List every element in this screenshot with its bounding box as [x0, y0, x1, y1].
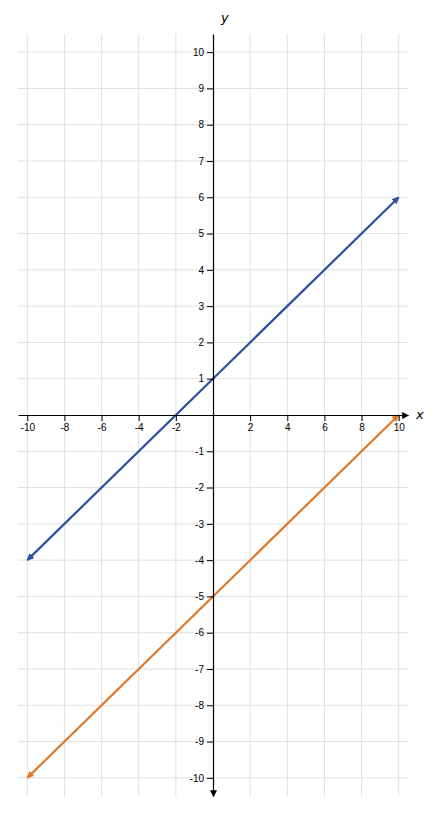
y-tick-label: -5: [195, 591, 204, 602]
x-tick: 6: [322, 415, 328, 433]
y-tick-mark: [207, 379, 213, 380]
plot: -10 -8 -6 -4 -2 2 4 6 8 10 -10 -9 -8 -7 -6 -5 -4 -3 -2 -1 1 2…: [18, 10, 424, 797]
x-axis-title: x: [415, 407, 424, 422]
chart: -10 -8 -6 -4 -2 2 4 6 8 10 -10 -9 -8 -7 -6 -5 -4 -3 -2 -1 1 2…: [0, 0, 432, 814]
y-tick-label: 5: [198, 228, 204, 239]
x-tick: 2: [248, 415, 254, 433]
x-tick: -8: [60, 415, 69, 433]
x-tick-mark: [324, 415, 325, 421]
y-tick-label: -8: [195, 700, 204, 711]
y-tick: -6: [195, 627, 213, 638]
y-tick: 8: [198, 119, 213, 130]
y-tick-mark: [207, 560, 213, 561]
y-tick-mark: [207, 778, 213, 779]
x-tick: 4: [285, 415, 291, 433]
y-tick-label: 2: [198, 337, 204, 348]
x-tick-label: 2: [248, 422, 254, 433]
x-tick: -4: [135, 415, 144, 433]
x-tick: 10: [394, 415, 406, 433]
y-tick-label: -4: [195, 555, 204, 566]
y-tick: -2: [195, 482, 213, 493]
y-tick: -7: [195, 664, 213, 675]
grid: [18, 34, 408, 796]
y-axis: -10 -9 -8 -7 -6 -5 -4 -3 -2 -1 1 2 3 4 5 6 7 8 9 10: [190, 35, 214, 797]
x-tick-mark: [399, 415, 400, 421]
y-tick: 7: [198, 156, 213, 167]
x-tick-label: -10: [21, 422, 36, 433]
x-tick-mark: [287, 415, 288, 421]
x-tick-label: 10: [394, 422, 406, 433]
y-tick-mark: [207, 88, 213, 89]
y-tick-mark: [207, 270, 213, 271]
y-tick-label: 8: [198, 119, 204, 130]
y-tick-label: -3: [195, 519, 204, 530]
x-tick: -6: [98, 415, 107, 433]
y-tick: 3: [198, 301, 213, 312]
y-tick-mark: [207, 306, 213, 307]
y-tick: -1: [195, 446, 213, 457]
x-tick-mark: [250, 415, 251, 421]
y-tick-label: 7: [198, 156, 204, 167]
x-tick-mark: [27, 415, 28, 421]
y-tick-label: 6: [198, 192, 204, 203]
x-tick-label: 4: [285, 422, 291, 433]
y-tick-label: -2: [195, 482, 204, 493]
y-tick: 9: [198, 83, 213, 94]
y-tick: 1: [198, 373, 213, 384]
x-tick-label: -4: [135, 422, 144, 433]
y-tick-mark: [207, 52, 213, 53]
y-tick: 6: [198, 192, 213, 203]
y-tick-mark: [207, 342, 213, 343]
y-tick-label: -9: [195, 736, 204, 747]
y-tick: -4: [195, 555, 213, 566]
x-tick-mark: [176, 415, 177, 421]
y-tick: -9: [195, 736, 213, 747]
x-tick-mark: [362, 415, 363, 421]
y-tick-mark: [207, 669, 213, 670]
y-tick-label: 9: [198, 83, 204, 94]
y-axis-line: [213, 35, 214, 797]
y-tick-mark: [207, 488, 213, 489]
y-tick-label: -6: [195, 627, 204, 638]
x-tick: -2: [172, 415, 181, 433]
y-tick-label: 3: [198, 301, 204, 312]
y-tick-mark: [207, 596, 213, 597]
y-tick-mark: [207, 633, 213, 634]
x-tick: 8: [359, 415, 365, 433]
y-tick-label: -10: [190, 773, 205, 784]
y-tick: -3: [195, 519, 213, 530]
x-tick-mark: [139, 415, 140, 421]
x-tick-label: 8: [359, 422, 365, 433]
y-tick-mark: [207, 125, 213, 126]
y-tick: 2: [198, 337, 213, 348]
y-tick: 4: [198, 265, 213, 276]
x-tick: -10: [21, 415, 36, 433]
y-tick-label: 4: [198, 265, 204, 276]
y-tick-mark: [207, 161, 213, 162]
x-tick-label: -2: [172, 422, 181, 433]
x-tick-mark: [102, 415, 103, 421]
y-tick-mark: [207, 234, 213, 235]
y-tick: -10: [190, 773, 213, 784]
y-tick-mark: [207, 197, 213, 198]
y-tick-mark: [207, 742, 213, 743]
x-tick-mark: [64, 415, 65, 421]
y-tick: -8: [195, 700, 213, 711]
y-tick-label: 1: [198, 373, 204, 384]
x-tick-label: -8: [60, 422, 69, 433]
y-tick: 5: [198, 228, 213, 239]
y-tick-label: 10: [193, 47, 205, 58]
x-tick-label: 6: [322, 422, 328, 433]
y-axis-title: y: [220, 10, 229, 25]
y-tick: 10: [193, 47, 213, 58]
y-tick-mark: [207, 705, 213, 706]
x-tick-label: -6: [98, 422, 107, 433]
y-tick-mark: [207, 451, 213, 452]
y-tick-label: -7: [195, 664, 204, 675]
y-tick-label: -1: [195, 446, 204, 457]
y-tick: -5: [195, 591, 213, 602]
y-tick-mark: [207, 524, 213, 525]
